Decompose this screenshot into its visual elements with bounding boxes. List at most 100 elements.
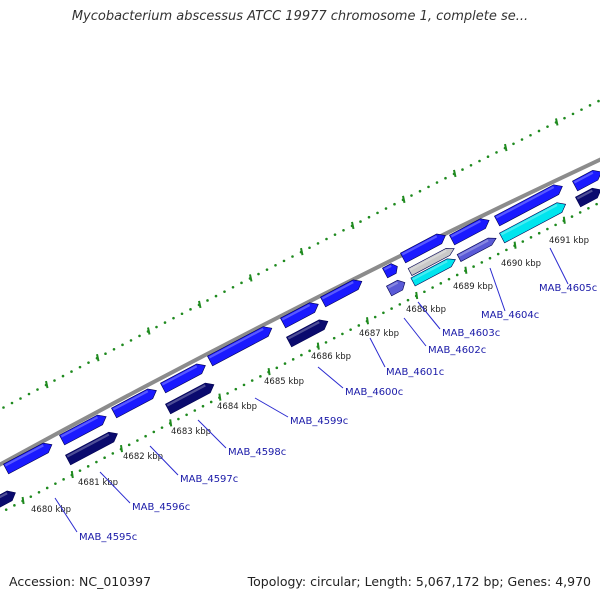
gene-label-mab-4598c[interactable]: MAB_4598c [228, 447, 286, 458]
gene-label-mab-4595c[interactable]: MAB_4595c [79, 532, 137, 543]
inner-scale-dot [349, 328, 352, 331]
outer-scale-dot [53, 379, 56, 382]
accession-label: Accession: NC_010397 [9, 574, 152, 589]
gene-shape [449, 218, 490, 246]
inner-scale-dot [505, 248, 508, 252]
outer-scale-dot [206, 299, 209, 302]
outer-scale-dot [495, 151, 498, 154]
gene-highlight [4, 444, 44, 467]
outer-scale-dot [121, 343, 124, 347]
outer-scale-dot [291, 255, 294, 258]
outer-scale-dot [563, 116, 566, 120]
gene-shape [160, 363, 206, 394]
gene-highlight [0, 492, 8, 501]
inner-scale-dot [537, 231, 541, 235]
gene-labels[interactable]: MAB_4595c MAB_4596c MAB_4597c MAB_4598c … [79, 283, 597, 543]
inner-scale-dot [406, 298, 410, 302]
inner-scale-dot [373, 315, 377, 319]
outer-scale-dot [529, 133, 532, 137]
outer-scale-dot [87, 361, 90, 364]
inner-scale-dot [226, 392, 229, 395]
outer-scale-tick [555, 118, 559, 126]
outer-scale-dot [274, 263, 277, 267]
outer-scale-dot [61, 374, 65, 378]
inner-scale-dot [177, 417, 180, 421]
outer-scale-dot [393, 202, 396, 206]
inner-scale-dot [45, 486, 49, 490]
kbp-label-4682: 4682 kbp [123, 452, 163, 462]
kbp-label-4686: 4686 kbp [311, 352, 351, 362]
gene-highlight [450, 220, 481, 238]
kbp-label-4684: 4684 kbp [217, 402, 257, 412]
gene-highlight [458, 239, 489, 257]
gene-highlight [208, 327, 264, 359]
inner-scale-tick [70, 470, 74, 479]
inner-scale-tick [267, 367, 271, 376]
gene-shape [207, 326, 273, 367]
inner-scale-dot [275, 366, 279, 370]
chromosome-backbone [0, 157, 600, 467]
inner-scale-dot [341, 332, 344, 336]
inner-scale-dot [357, 324, 361, 327]
outer-scale-dot [469, 163, 473, 167]
gene-forward-7 [320, 279, 363, 308]
leader-line [254, 397, 289, 418]
kbp-label-4691: 4691 kbp [549, 236, 589, 246]
gene-highlight [495, 186, 555, 219]
inner-scale-dot [160, 426, 164, 429]
inner-scale-dot [324, 341, 328, 344]
gene-label-mab-4596c[interactable]: MAB_4596c [132, 502, 190, 513]
gene-shape [280, 302, 319, 329]
inner-scale-dot [152, 430, 156, 434]
gene-forward-4 [160, 363, 206, 394]
gene-forward-5 [207, 326, 273, 367]
outer-scale-dot [376, 211, 379, 215]
leader-line [99, 471, 131, 504]
inner-scale-dot [193, 409, 197, 412]
gene-label-mab-4605c[interactable]: MAB_4605c [539, 283, 597, 294]
inner-scale-dot [13, 504, 16, 507]
outer-scale-tick [351, 221, 355, 230]
outer-scale-dot [223, 290, 226, 293]
outer-scale-dot [486, 155, 490, 158]
gene-label-mab-4600c[interactable]: MAB_4600c [345, 387, 403, 398]
gene-label-mab-4602c[interactable]: MAB_4602c [428, 345, 486, 356]
outer-scale-dot [410, 194, 413, 197]
gene-forward-3 [111, 388, 157, 419]
outer-scale-dot [112, 347, 116, 351]
inner-scale-dot [447, 277, 451, 281]
gene-label-mab-4604c[interactable]: MAB_4604c [481, 310, 539, 321]
outer-scale-dot [546, 125, 549, 128]
gene-highlight [66, 433, 110, 458]
outer-scale-dot [36, 388, 39, 391]
inner-scale-dot [185, 413, 188, 417]
inner-scale-tick [316, 342, 320, 350]
gene-shape [286, 319, 329, 348]
inner-scale-dot [554, 223, 557, 227]
outer-scale-dot [155, 325, 158, 329]
outer-scale-tick [96, 353, 100, 362]
gene-shape [575, 187, 600, 208]
inner-scale-tick [218, 393, 222, 401]
outer-scale-dot [588, 104, 592, 107]
inner-scale-dot [587, 206, 590, 210]
inner-scale-dot [480, 261, 484, 264]
gene-highlight [383, 264, 392, 271]
gene-reverse-2 [65, 431, 118, 466]
outer-scale-dot [240, 281, 243, 285]
gene-shape [400, 233, 446, 264]
inner-scale-dot [431, 286, 434, 289]
gene-label-mab-4599c[interactable]: MAB_4599c [290, 416, 348, 427]
kbp-label-4683: 4683 kbp [171, 427, 211, 437]
inner-scale-tick [366, 317, 369, 325]
gene-label-mab-4603c[interactable]: MAB_4603c [442, 328, 500, 339]
inner-scale-dot [382, 311, 385, 315]
gene-track[interactable] [0, 167, 600, 509]
gene-label-mab-4597c[interactable]: MAB_4597c [180, 474, 238, 485]
gene-highlight [112, 390, 149, 411]
gene-highlight [412, 260, 448, 281]
outer-scale-dot [461, 168, 464, 171]
gene-reverse-1 [0, 490, 16, 509]
gene-label-mab-4601c[interactable]: MAB_4601c [386, 367, 444, 378]
